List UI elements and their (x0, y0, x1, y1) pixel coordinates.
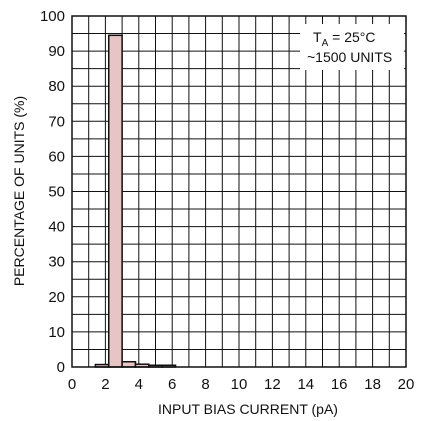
units-annotation: ~1500 UNITS (307, 49, 392, 65)
y-tick-label: 20 (48, 289, 65, 306)
y-tick-label: 0 (57, 359, 65, 376)
x-tick-label: 0 (68, 376, 76, 393)
temperature-symbol: T (313, 29, 322, 45)
temperature-annotation: TA = 25°C (313, 29, 375, 49)
x-tick-label: 4 (135, 376, 143, 393)
x-tick-label: 14 (297, 376, 314, 393)
y-tick-label: 80 (48, 78, 65, 95)
histogram-bar (121, 360, 137, 368)
y-axis-title: PERCENTAGE OF UNITS (%) (11, 96, 27, 286)
histogram-bars (94, 34, 177, 368)
temperature-value: = 25°C (328, 29, 375, 45)
y-tick-label: 60 (48, 148, 65, 165)
y-tick-label: 90 (48, 43, 65, 60)
plot-frame (71, 15, 407, 368)
x-tick-label: 6 (168, 376, 176, 393)
annotation-box: TA = 25°C ~1500 UNITS (300, 24, 404, 70)
x-tick-label: 20 (398, 376, 415, 393)
x-tick-label: 12 (264, 376, 281, 393)
x-axis-title: INPUT BIAS CURRENT (pA) (158, 401, 338, 417)
x-tick-label: 2 (101, 376, 109, 393)
y-tick-labels: 0 10 20 30 40 50 60 70 80 90 100 (40, 8, 65, 376)
y-tick-label: 10 (48, 324, 65, 341)
x-tick-label: 18 (364, 376, 381, 393)
temperature-subscript: A (322, 38, 329, 49)
y-tick-label: 50 (48, 184, 65, 201)
histogram-bar (107, 34, 123, 368)
y-tick-label: 40 (48, 219, 65, 236)
x-tick-label: 10 (231, 376, 248, 393)
y-tick-label: 30 (48, 254, 65, 271)
x-tick-label: 16 (331, 376, 348, 393)
y-tick-label: 70 (48, 113, 65, 130)
y-tick-label: 100 (40, 8, 65, 25)
x-tick-labels: 0 2 4 6 8 10 12 14 16 18 20 (68, 376, 415, 393)
x-tick-label: 8 (201, 376, 209, 393)
